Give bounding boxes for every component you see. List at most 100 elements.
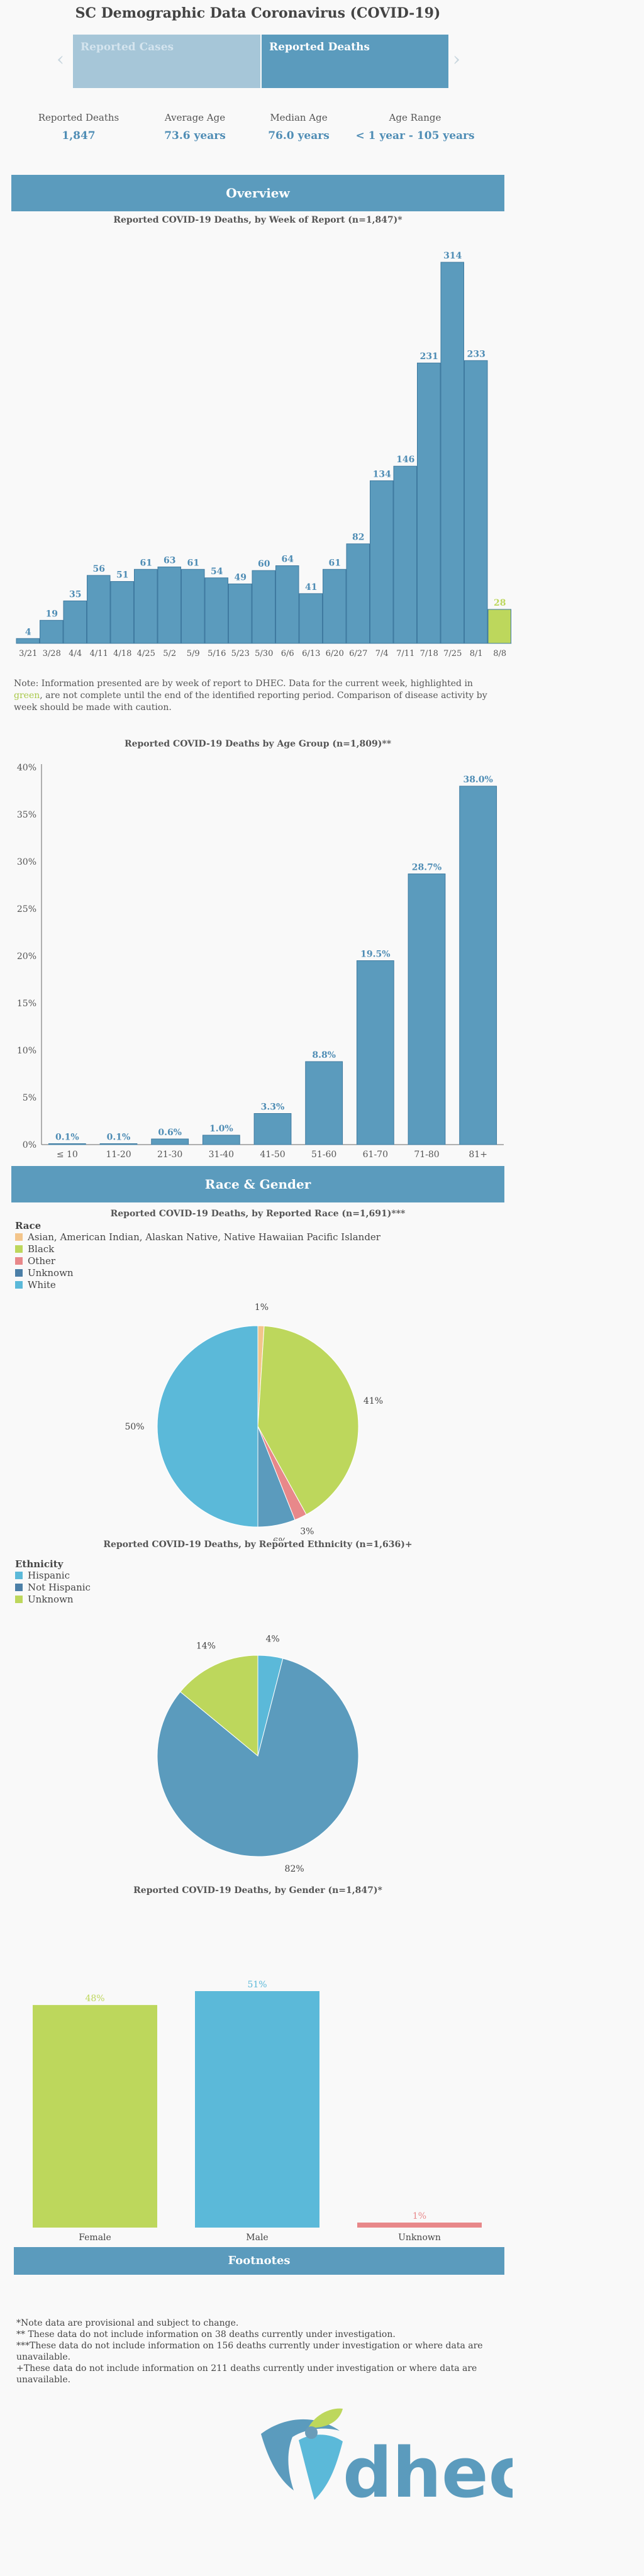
y-tick-label: 10% bbox=[17, 1046, 36, 1056]
logo-text: dhec bbox=[343, 2433, 513, 2509]
x-tick-label: 5/9 bbox=[187, 649, 200, 658]
x-tick-label: Male bbox=[246, 2233, 268, 2243]
slice-label: 82% bbox=[285, 1864, 304, 1874]
x-tick-label: 4/4 bbox=[69, 649, 82, 658]
x-tick-label: Female bbox=[79, 2233, 111, 2243]
summary-stats: Reported Deaths 1,847 Average Age 73.6 y… bbox=[19, 112, 497, 150]
legend-swatch bbox=[15, 1584, 23, 1591]
x-tick-label: 41-50 bbox=[260, 1150, 285, 1160]
data-label: 19.5% bbox=[360, 950, 390, 960]
legend-label: Hispanic bbox=[28, 1570, 70, 1581]
legend-item: Asian, American Indian, Alaskan Native, … bbox=[15, 1231, 506, 1243]
legend-swatch bbox=[15, 1596, 23, 1603]
tab-reported-deaths[interactable]: Reported Deaths bbox=[262, 35, 448, 88]
race-chart-title: Reported COVID-19 Deaths, by Reported Ra… bbox=[110, 1209, 406, 1219]
x-tick-label: ≤ 10 bbox=[57, 1150, 78, 1160]
bar bbox=[40, 619, 64, 644]
x-tick-label: 6/20 bbox=[326, 649, 344, 658]
data-label: 134 bbox=[373, 469, 391, 479]
logo-wave-icon bbox=[261, 2419, 340, 2490]
age-group-chart: 0% 5% 10% 15% 20% 25% 30% 35% 40% 0.1% ≤ 10 0.1% 11-… bbox=[17, 763, 504, 1160]
x-tick-label: 4/18 bbox=[113, 649, 131, 658]
data-label: 82 bbox=[352, 533, 364, 543]
bar bbox=[487, 609, 511, 644]
data-label: 61 bbox=[329, 558, 341, 568]
data-label: 35 bbox=[69, 589, 81, 599]
y-tick-label: 0% bbox=[23, 1140, 36, 1150]
bar bbox=[228, 583, 252, 644]
x-tick-label: 81+ bbox=[469, 1150, 487, 1160]
bar bbox=[346, 543, 370, 644]
legend-label: Unknown bbox=[28, 1594, 74, 1605]
x-tick-label: 31-40 bbox=[209, 1150, 234, 1160]
data-label: 61 bbox=[187, 558, 199, 568]
footnotes-banner: Footnotes bbox=[14, 2247, 504, 2275]
x-tick-label: 5/23 bbox=[231, 649, 250, 658]
data-label: 28 bbox=[494, 598, 506, 608]
x-tick-label: 3/21 bbox=[19, 649, 37, 658]
age-chart-title: Reported COVID-19 Deaths by Age Group (n… bbox=[124, 739, 392, 749]
slice-label: 50% bbox=[125, 1422, 144, 1432]
data-label: 60 bbox=[258, 559, 270, 569]
data-label: 51% bbox=[247, 1980, 267, 1990]
chevron-right-icon[interactable]: › bbox=[453, 48, 460, 70]
legend-label: Black bbox=[28, 1243, 55, 1255]
y-tick-label: 15% bbox=[17, 999, 36, 1009]
legend-item: Other bbox=[15, 1255, 506, 1267]
x-tick-label: 7/11 bbox=[396, 649, 414, 658]
data-label: 146 bbox=[396, 455, 414, 465]
bar bbox=[275, 565, 299, 644]
slice-label: 4% bbox=[265, 1635, 279, 1644]
footnote: +These data do not include information o… bbox=[16, 2363, 477, 2385]
pie-slice bbox=[180, 1655, 258, 1757]
x-tick-label: 71-80 bbox=[414, 1150, 439, 1160]
legend-swatch bbox=[15, 1269, 23, 1277]
bar bbox=[305, 1061, 343, 1145]
pie-slice bbox=[257, 1325, 359, 1515]
x-tick-label: 5/30 bbox=[255, 649, 273, 658]
footnotes-list: *Note data are provisional and subject t… bbox=[16, 2318, 507, 2385]
ethnicity-chart-title: Reported COVID-19 Deaths, by Reported Et… bbox=[103, 1540, 413, 1550]
x-tick-label: 6/6 bbox=[281, 649, 294, 658]
slice-label: 41% bbox=[364, 1396, 383, 1406]
bar bbox=[87, 575, 111, 644]
y-tick-label: 5% bbox=[23, 1093, 36, 1103]
data-label: 1% bbox=[413, 2211, 426, 2221]
footnote: *Note data are provisional and subject t… bbox=[16, 2318, 239, 2328]
legend-label: Asian, American Indian, Alaskan Native, … bbox=[28, 1231, 380, 1243]
logo-leaf-icon bbox=[308, 2408, 343, 2428]
bar bbox=[181, 569, 205, 644]
bar bbox=[202, 1135, 240, 1145]
bar bbox=[357, 2223, 482, 2228]
legend-item: Hispanic bbox=[15, 1570, 506, 1582]
slice-label: 1% bbox=[255, 1302, 269, 1313]
bar bbox=[440, 262, 464, 644]
bar bbox=[63, 600, 87, 644]
bar bbox=[204, 577, 228, 644]
weekly-deaths-chart: 4 3/21 19 3/28 35 4/4 56 4/11 51 4/18 61 4/25 63 5/2 6… bbox=[16, 251, 512, 658]
legend-swatch bbox=[15, 1233, 23, 1241]
data-label: 63 bbox=[164, 555, 175, 565]
data-label: 49 bbox=[235, 572, 247, 582]
bar bbox=[417, 362, 441, 644]
data-label: 28.7% bbox=[412, 863, 441, 873]
race-gender-banner: Race & Gender bbox=[11, 1166, 504, 1202]
bar bbox=[393, 465, 417, 644]
legend-item: Unknown bbox=[15, 1267, 506, 1279]
chevron-left-icon[interactable]: ‹ bbox=[57, 48, 64, 70]
legend-swatch bbox=[15, 1281, 23, 1289]
pie-slice bbox=[157, 1325, 258, 1528]
legend-item: Black bbox=[15, 1243, 506, 1255]
tab-reported-cases[interactable]: Reported Cases bbox=[73, 35, 260, 88]
x-tick-label: 7/4 bbox=[375, 649, 389, 658]
pie-slice bbox=[157, 1658, 359, 1857]
x-tick-label: 7/25 bbox=[443, 649, 462, 658]
bar bbox=[195, 1991, 319, 2228]
x-tick-label: 4/25 bbox=[137, 649, 155, 658]
data-label: 48% bbox=[85, 1994, 104, 2004]
data-label: 8.8% bbox=[312, 1050, 336, 1060]
data-label: 3.3% bbox=[261, 1102, 285, 1113]
data-label: 0.1% bbox=[55, 1133, 79, 1143]
bar bbox=[157, 566, 181, 644]
x-tick-label: 6/27 bbox=[349, 649, 367, 658]
